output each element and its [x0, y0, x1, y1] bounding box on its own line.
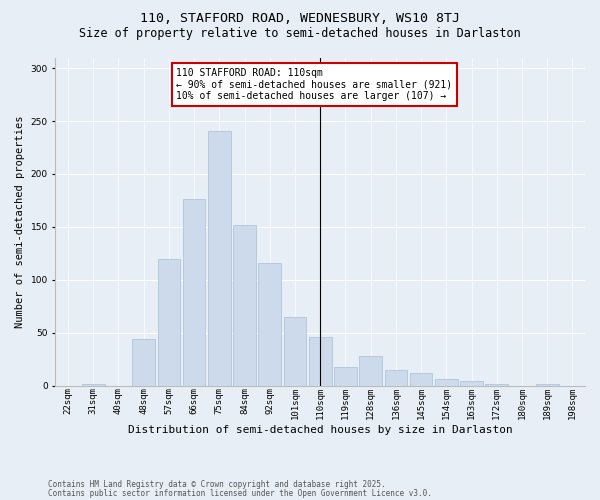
- Bar: [435, 380, 458, 386]
- Bar: [183, 200, 205, 386]
- Y-axis label: Number of semi-detached properties: Number of semi-detached properties: [15, 116, 25, 328]
- Bar: [359, 356, 382, 386]
- Bar: [485, 384, 508, 386]
- Bar: [410, 373, 433, 386]
- Bar: [158, 258, 180, 386]
- Text: Contains public sector information licensed under the Open Government Licence v3: Contains public sector information licen…: [48, 488, 432, 498]
- Bar: [385, 370, 407, 386]
- Bar: [309, 337, 332, 386]
- Bar: [133, 339, 155, 386]
- Bar: [233, 225, 256, 386]
- Bar: [208, 130, 231, 386]
- Text: 110 STAFFORD ROAD: 110sqm
← 90% of semi-detached houses are smaller (921)
10% of: 110 STAFFORD ROAD: 110sqm ← 90% of semi-…: [176, 68, 452, 102]
- Bar: [536, 384, 559, 386]
- Text: Contains HM Land Registry data © Crown copyright and database right 2025.: Contains HM Land Registry data © Crown c…: [48, 480, 386, 489]
- Text: 110, STAFFORD ROAD, WEDNESBURY, WS10 8TJ: 110, STAFFORD ROAD, WEDNESBURY, WS10 8TJ: [140, 12, 460, 26]
- Bar: [460, 380, 483, 386]
- Bar: [82, 384, 104, 386]
- Bar: [284, 317, 307, 386]
- X-axis label: Distribution of semi-detached houses by size in Darlaston: Distribution of semi-detached houses by …: [128, 425, 512, 435]
- Bar: [334, 366, 357, 386]
- Bar: [259, 263, 281, 386]
- Text: Size of property relative to semi-detached houses in Darlaston: Size of property relative to semi-detach…: [79, 28, 521, 40]
